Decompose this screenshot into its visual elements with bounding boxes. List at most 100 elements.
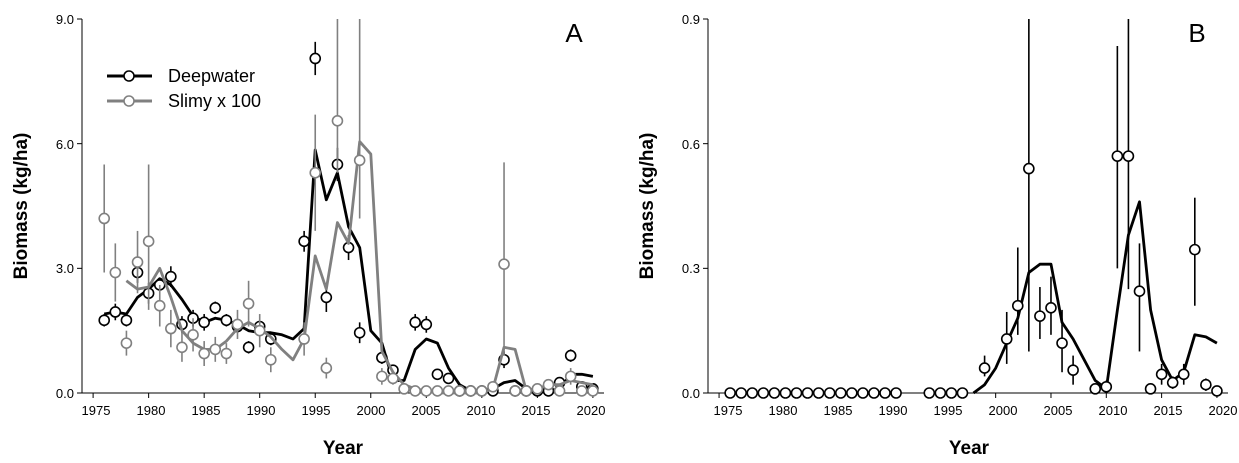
panel-a: 0.0 3.0 6.0 9.0 1975 1980 1985 1990 1995… <box>11 12 605 459</box>
panel-a-s1-point-2005 <box>420 385 433 397</box>
panel-b-s0-point-1990 <box>879 387 891 399</box>
panel-a-s1-point-2001 <box>376 370 388 383</box>
panel-b-s0-point-1977 <box>735 387 747 399</box>
panel-a-s0-point-1999 <box>353 326 366 339</box>
panel-b-s0-point-2003 <box>1023 162 1035 175</box>
panel-a-x-tick-label-7: 2010 <box>467 403 496 418</box>
panel-b-x-tick-label-0: 1975 <box>714 403 743 418</box>
panel-a-y-ticks <box>77 18 82 394</box>
panel-b-s0-point-2017 <box>1177 368 1190 381</box>
panel-a-s0-point-1978 <box>120 314 133 327</box>
panel-b-s0-point-1997 <box>956 387 969 399</box>
panel-b-s0-point-1987 <box>846 387 858 399</box>
panel-a-y-tick-label-0: 0.0 <box>56 386 74 401</box>
panel-a-s0-point-1994 <box>298 235 310 248</box>
panel-a-x-tick-label-5: 2000 <box>357 403 386 418</box>
panel-b-x-tick-label-1: 1980 <box>769 403 798 418</box>
panel-b-s0-point-2007 <box>1067 364 1079 376</box>
panel-a-x-tick-label-4: 1995 <box>302 403 331 418</box>
panel-b-x-tick-label-3: 1990 <box>879 403 908 418</box>
panel-b-s0-point-2006 <box>1056 337 1068 349</box>
panel-a-s1-point-2006 <box>431 385 444 397</box>
panel-b-s0-point-1978 <box>746 387 759 399</box>
panel-a-s0-point-1976 <box>98 314 111 327</box>
legend-slimy-label: Slimy x 100 <box>168 91 261 111</box>
panel-a-s0-point-2007 <box>442 372 455 385</box>
panel-a-s1-point-1979 <box>131 256 144 268</box>
panel-a-s1-point-2013 <box>509 385 521 397</box>
panel-a-s1-point-1980 <box>142 235 155 248</box>
panel-b-s0-point-1989 <box>868 387 880 399</box>
panel-a-s1-point-2009 <box>464 385 477 397</box>
panel-a-x-tick-label-8: 2015 <box>522 403 551 418</box>
panel-a-s1-point-2017 <box>553 385 566 397</box>
panel-b-y-tick-label-1: 0.3 <box>682 261 700 276</box>
panel-b-s0-point-2012 <box>1122 150 1135 162</box>
panel-a-s1-point-1988 <box>231 318 244 331</box>
panel-b-x-tick-label-7: 2010 <box>1099 403 1128 418</box>
panel-b-s0-point-2018 <box>1189 243 1201 256</box>
panel-a-series-slimy <box>98 19 599 397</box>
panel-b-s0-point-1994 <box>923 387 936 399</box>
panel-b-x-tick-label-8: 2015 <box>1154 403 1183 418</box>
panel-a-s1-point-2019 <box>575 385 588 397</box>
panel-b-y-axis-title: Biomass (kg/ha) <box>637 133 658 280</box>
panel-a-s1-point-2004 <box>409 385 421 397</box>
panel-a-s1-point-2007 <box>442 385 455 397</box>
panel-a-s1-point-1999 <box>353 154 366 167</box>
panel-a-s1-point-2010 <box>476 385 488 397</box>
panel-a-y-tick-label-2: 6.0 <box>56 137 74 152</box>
panel-a-s1-point-1995 <box>309 166 322 179</box>
panel-b-s0-point-2010 <box>1100 380 1113 393</box>
panel-a-s0-point-1985 <box>198 316 210 329</box>
panel-a-x-tick-label-2: 1985 <box>192 403 221 418</box>
panel-b-s0-point-1976 <box>724 387 736 399</box>
panel-b-s0-point-2011 <box>1111 150 1124 162</box>
panel-b-y-tick-label-2: 0.6 <box>682 137 700 152</box>
panel-a-s1-point-1984 <box>187 329 199 341</box>
panel-a-s0-point-1987 <box>220 314 233 327</box>
panel-a-s0-point-1977 <box>109 306 122 318</box>
legend-slimy-marker <box>123 95 135 107</box>
panel-b: 0.0 0.3 0.6 0.9 1975 1980 1985 1990 1995… <box>637 12 1237 459</box>
panel-b-s0-fit-line <box>972 200 1218 395</box>
panel-b-s0-point-2001 <box>1000 333 1013 345</box>
panel-b-y-ticks <box>703 18 708 394</box>
panel-b-s0-point-1985 <box>823 387 836 399</box>
panel-a-s1-point-1977 <box>109 266 122 279</box>
panel-a-s1-point-1996 <box>320 362 333 374</box>
panel-b-s0-point-1984 <box>812 387 825 399</box>
panel-a-y-axis-title: Biomass (kg/ha) <box>11 133 32 280</box>
panel-b-s0-point-2009 <box>1089 383 1102 395</box>
panel-b-s0-point-2004 <box>1034 310 1046 322</box>
panel-a-s1-point-1990 <box>253 324 266 337</box>
panel-b-s0-point-1991 <box>890 387 902 399</box>
panel-a-s1-point-1987 <box>220 347 233 360</box>
panel-a-s1-point-2018 <box>564 370 577 383</box>
panel-b-s0-point-2002 <box>1011 299 1024 312</box>
panel-a-s1-point-1983 <box>176 341 188 354</box>
panel-a-s1-point-1986 <box>209 343 222 356</box>
panel-b-s0-point-1996 <box>945 387 958 399</box>
panel-b-s0-point-2020 <box>1211 385 1223 397</box>
panel-a-s1-point-1982 <box>165 322 177 335</box>
panel-a-x-tick-label-1: 1980 <box>137 403 166 418</box>
panel-b-s0-point-1986 <box>834 387 847 399</box>
panel-a-s0-point-2006 <box>431 368 444 381</box>
panel-b-s0-point-1999 <box>978 362 991 374</box>
panel-a-s1-point-2015 <box>531 383 544 395</box>
panel-a-s1-point-1981 <box>153 299 166 312</box>
panel-b-s0-point-1979 <box>757 387 770 399</box>
panel-a-s1-point-1994 <box>298 333 310 345</box>
legend-deepwater-marker <box>123 70 135 82</box>
panel-a-s1-point-2012 <box>498 258 510 270</box>
panel-a-s1-point-2020 <box>587 385 599 397</box>
panel-b-s0-point-1995 <box>934 387 947 399</box>
panel-a-s0-point-1989 <box>242 341 255 354</box>
panel-a-s0-point-1986 <box>209 302 222 314</box>
panel-a-s1-point-2014 <box>520 385 533 397</box>
panel-b-s0-point-2019 <box>1200 378 1212 391</box>
panel-a-s0-fit-line <box>103 148 594 393</box>
panel-a-s1-point-1978 <box>120 337 133 349</box>
panel-b-s0-point-2005 <box>1045 302 1057 314</box>
